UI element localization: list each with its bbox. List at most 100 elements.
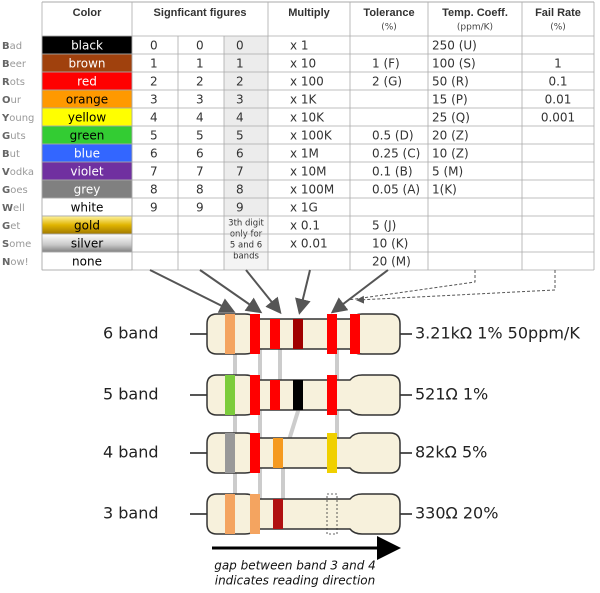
band (273, 438, 283, 468)
band (270, 380, 280, 410)
cell-text: 9 (236, 201, 244, 215)
pointer (149, 269, 236, 313)
note: only for (230, 230, 263, 240)
cell-text: 7 (236, 165, 244, 179)
pointer-dashed (356, 270, 556, 304)
table: Color Signficant figures Multiply Tolerance… (1, 1, 595, 315)
pointer (295, 269, 311, 315)
cell-text: 1 (236, 57, 244, 71)
band (327, 314, 337, 354)
cell-text: 9 (150, 201, 158, 215)
band (250, 314, 260, 354)
cell-text: 1 (F) (372, 57, 400, 71)
cell-text: x 10K (290, 111, 325, 125)
band-label: 4 band (103, 443, 159, 462)
shade (224, 216, 268, 270)
resistor-value: 3.21kΩ 1% 50ppm/K (415, 324, 580, 343)
cell-text: 50 (R) (432, 75, 469, 89)
band (293, 380, 303, 410)
mnemonic: Get (2, 221, 20, 232)
cell-text: 8 (236, 183, 244, 197)
cell-text: 3 (196, 93, 204, 107)
band (326, 493, 338, 535)
cell-text: 8 (196, 183, 204, 197)
resistor-body (206, 432, 401, 474)
color-name: violet (70, 165, 103, 179)
cell-text: 0.01 (545, 93, 572, 107)
band-label: 5 band (103, 385, 159, 404)
cell-text: 0.05 (A) (372, 183, 420, 197)
color-name: green (70, 129, 105, 143)
resistor-value: 82kΩ 5% (415, 443, 487, 462)
cell-text: 1 (554, 57, 562, 71)
cell-text: 5 (J) (372, 219, 396, 233)
cell-text: 4 (196, 111, 204, 125)
resistor-body (206, 493, 401, 535)
cell-text: 4 (150, 111, 158, 125)
band (273, 499, 283, 529)
cell-text: 100 (S) (432, 57, 476, 71)
cell-text: 2 (G) (372, 75, 402, 89)
color-name: yellow (68, 111, 106, 125)
header-text: (%) (381, 23, 397, 33)
mnemonic: Now! (2, 257, 29, 268)
color-name: silver (71, 237, 103, 251)
cell-text: 5 (196, 129, 204, 143)
cell-text: 25 (Q) (432, 111, 470, 125)
header-text: Fail Rate (535, 7, 581, 19)
band (350, 314, 360, 354)
mnemonic: Beer (2, 59, 27, 70)
cell-text: x 100M (290, 183, 334, 197)
cell-text: 10 (K) (372, 237, 408, 251)
cell-text: 15 (P) (432, 93, 468, 107)
header-text: Tolerance (363, 7, 414, 19)
color-name: black (71, 39, 103, 53)
cell-text: 250 (U) (432, 39, 477, 53)
mnemonic: Young (1, 113, 34, 124)
band (250, 433, 260, 473)
color-name: white (71, 201, 104, 215)
cell-text: x 0.01 (290, 237, 328, 251)
note: 5 and 6 (230, 241, 262, 251)
pointer (199, 269, 263, 314)
cell-text: 0.001 (541, 111, 575, 125)
header-text: (%) (550, 23, 566, 33)
cell-text: x 0.1 (290, 219, 320, 233)
cell-text: 5 (150, 129, 158, 143)
mnemonic: Guts (2, 131, 26, 142)
color-name: grey (74, 183, 101, 197)
cell-text: 0.25 (C) (372, 147, 420, 161)
pointer-dashed (347, 270, 476, 301)
band (225, 494, 235, 534)
caption: gap between band 3 and 4 (214, 559, 376, 573)
color-name: orange (66, 93, 108, 107)
band (225, 433, 235, 473)
header-text: Multiply (288, 7, 330, 19)
cell-text: 0 (236, 39, 244, 53)
resistor-body (206, 374, 401, 416)
color-name: gold (74, 219, 100, 233)
cell-text: 2 (150, 75, 158, 89)
resistor-value: 521Ω 1% (415, 385, 488, 404)
cell-text: 0 (150, 39, 158, 53)
resistors: 6 band 3.21kΩ 1% 50ppm/K 5 band 521Ω 1% 4 ba… (103, 313, 580, 588)
band-label: 6 band (103, 324, 159, 343)
cell-text: x 1K (290, 93, 318, 107)
cell-text: 0.5 (D) (372, 129, 414, 143)
mnemonic: Bad (2, 41, 22, 52)
header-text: Signficant figures (154, 7, 247, 19)
header-text: Temp. Coeff. (442, 7, 508, 19)
cell-text: 5 (M) (432, 165, 463, 179)
cell-text: x 100 (290, 75, 324, 89)
pointer (245, 269, 282, 315)
color-name: blue (74, 147, 100, 161)
color-name: brown (68, 57, 105, 71)
cell-text: x 1M (290, 147, 319, 161)
note: 3th digit (228, 219, 264, 229)
cell-text: 2 (236, 75, 244, 89)
mnemonic: Well (2, 203, 25, 214)
band (293, 319, 303, 349)
cell-text: 8 (150, 183, 158, 197)
color-name: red (77, 75, 97, 89)
